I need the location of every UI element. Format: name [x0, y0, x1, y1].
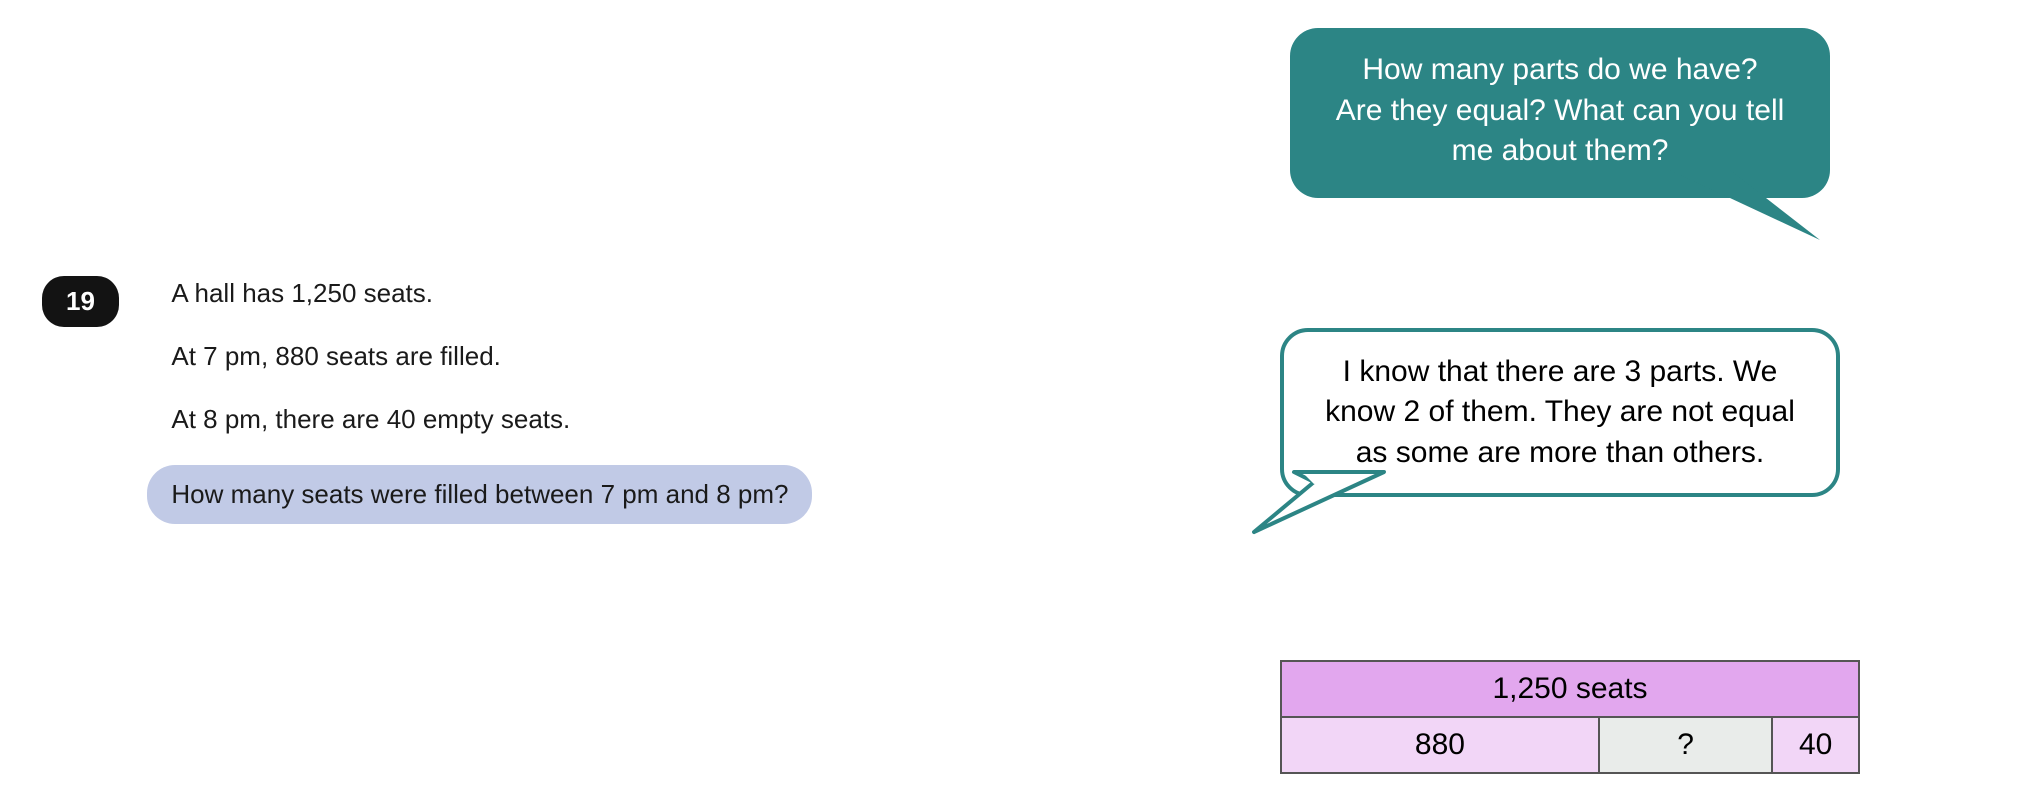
- problem-body: A hall has 1,250 seats. At 7 pm, 880 sea…: [171, 276, 812, 552]
- problem-question-highlight: How many seats were filled between 7 pm …: [147, 465, 812, 524]
- bar-model-part-1: 880: [1281, 717, 1599, 773]
- problem-line-2: At 7 pm, 880 seats are filled.: [171, 339, 812, 374]
- student-line-3: as some are more than others.: [1314, 433, 1806, 474]
- student-line-2: know 2 of them. They are not equal: [1314, 392, 1806, 433]
- teacher-line-1: How many parts do we have?: [1326, 50, 1794, 91]
- bar-model-part-2: ?: [1599, 717, 1772, 773]
- problem-line-1: A hall has 1,250 seats.: [171, 276, 812, 311]
- problem-line-3: At 8 pm, there are 40 empty seats.: [171, 402, 812, 437]
- teacher-speech-bubble: How many parts do we have? Are they equa…: [1290, 28, 1830, 198]
- student-line-1: I know that there are 3 parts. We: [1314, 352, 1806, 393]
- dialogue-panel: How many parts do we have? Are they equa…: [1280, 28, 1980, 497]
- teacher-bubble-tail-icon: [1670, 170, 1830, 250]
- bar-model-whole: 1,250 seats: [1281, 661, 1859, 717]
- student-speech-bubble: I know that there are 3 parts. We know 2…: [1280, 328, 1840, 498]
- problem-panel: 19 A hall has 1,250 seats. At 7 pm, 880 …: [42, 276, 1052, 552]
- teacher-line-2: Are they equal? What can you tell: [1326, 91, 1794, 132]
- problem-number-badge: 19: [42, 276, 119, 327]
- student-bubble-tail-icon: [1264, 472, 1424, 542]
- bar-model-part-3: 40: [1772, 717, 1859, 773]
- bar-model-table: 1,250 seats 880 ? 40: [1280, 660, 1860, 774]
- teacher-line-3: me about them?: [1326, 131, 1794, 172]
